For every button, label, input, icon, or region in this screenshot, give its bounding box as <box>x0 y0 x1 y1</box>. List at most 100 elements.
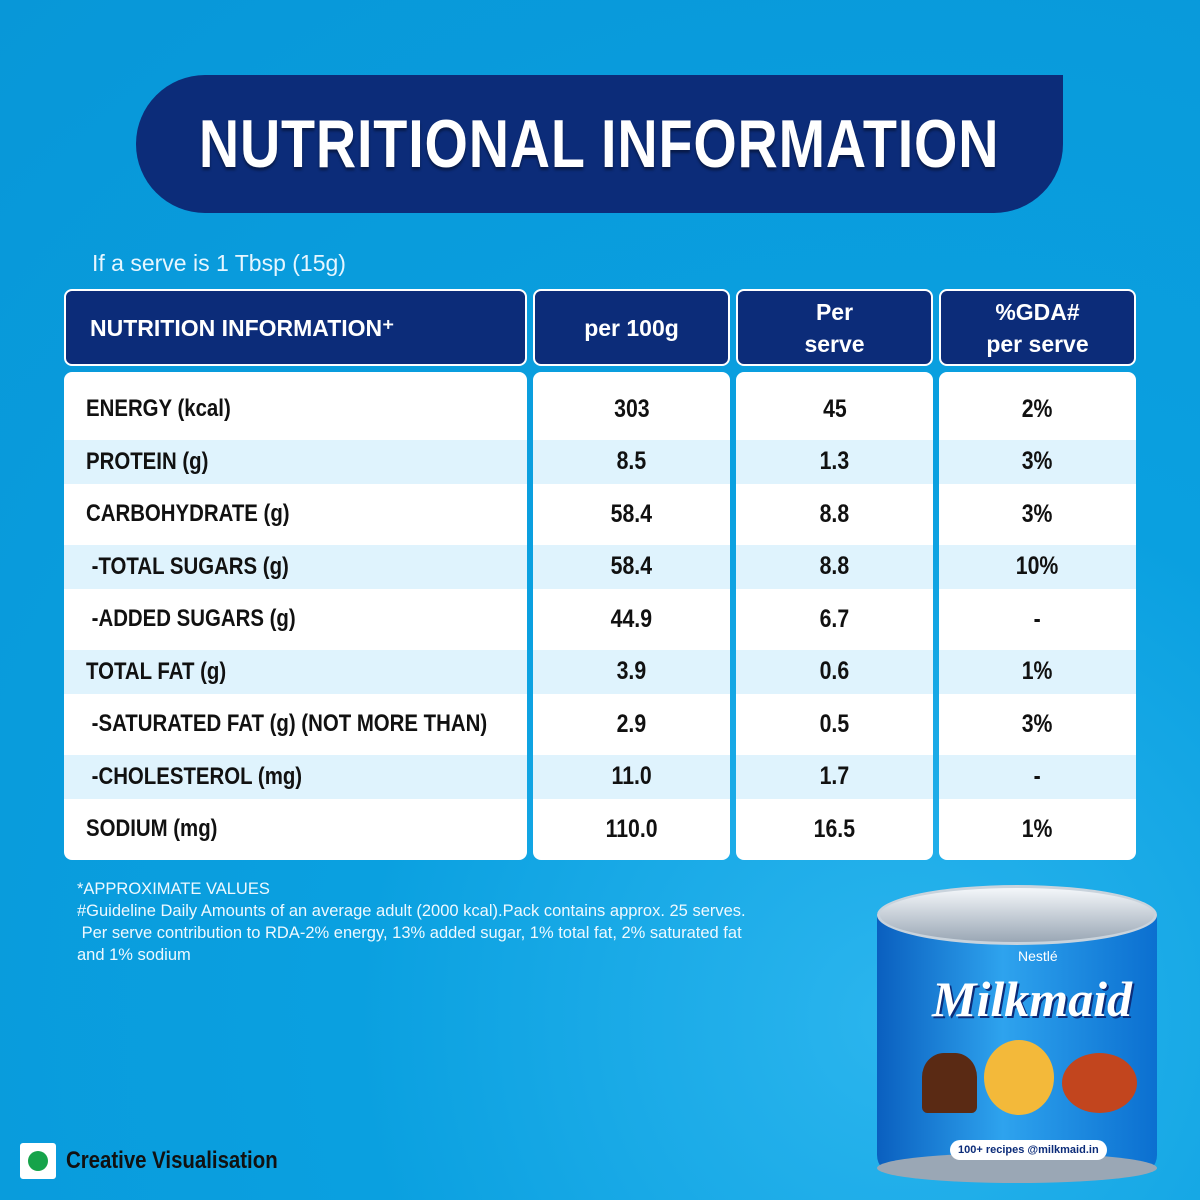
row-value: 3% <box>1022 709 1053 738</box>
row-value: - <box>1033 604 1042 633</box>
table-cell: 10% <box>939 544 1136 589</box>
row-value: 45 <box>822 394 847 423</box>
row-value: 44.9 <box>610 604 653 633</box>
brand-logo: Milkmaid <box>932 971 1133 1027</box>
footnote: and 1% sodium <box>77 946 191 964</box>
gulab-jamun-image <box>1062 1053 1137 1113</box>
row-value: 3.9 <box>616 657 647 685</box>
row-value: 8.8 <box>819 499 850 528</box>
table-cell: SODIUM (mg) <box>64 807 527 851</box>
table-cell: 44.9 <box>533 597 730 641</box>
table-cell: 3.9 <box>533 649 730 694</box>
table-cell: 58.4 <box>533 544 730 589</box>
row-label: PROTEIN (g) <box>86 447 209 475</box>
creative-visualisation-note: Creative Visualisation <box>20 1143 315 1179</box>
column-per-serve: 45 1.3 8.8 8.8 6.7 0.6 0.5 1.7 16.5 <box>736 372 933 860</box>
header-line: per serve <box>986 330 1089 357</box>
row-value: 2.9 <box>616 709 647 738</box>
row-value: 1.3 <box>819 447 850 475</box>
column-per-100g: 303 8.5 58.4 58.4 44.9 3.9 2.9 11.0 110.0 <box>533 372 730 860</box>
table-cell: 110.0 <box>533 807 730 851</box>
table-cell: 3% <box>939 439 1136 484</box>
table-cell: 2.9 <box>533 702 730 746</box>
footnote: *APPROXIMATE VALUES <box>77 880 270 898</box>
table-cell: 0.6 <box>736 649 933 694</box>
table-cell: 45 <box>736 387 933 431</box>
row-value: 3% <box>1022 499 1053 528</box>
column-gda: 2% 3% 3% 10% - 1% 3% - 1% <box>939 372 1136 860</box>
row-label: TOTAL FAT (g) <box>86 657 227 685</box>
row-label: -TOTAL SUGARS (g) <box>86 552 289 580</box>
row-value: 1% <box>1022 657 1053 685</box>
row-value: 110.0 <box>605 814 658 843</box>
table-cell: - <box>939 597 1136 641</box>
table-cell: 16.5 <box>736 807 933 851</box>
row-value: 8.8 <box>819 552 850 580</box>
table-cell: -ADDED SUGARS (g) <box>64 597 527 641</box>
table-cell: ENERGY (kcal) <box>64 387 527 431</box>
header-line: %GDA# <box>995 298 1080 325</box>
table-cell: -TOTAL SUGARS (g) <box>64 544 527 589</box>
table-cell: -SATURATED FAT (g) (NOT MORE THAN) <box>64 702 527 746</box>
table-cell: 1% <box>939 649 1136 694</box>
table-cell: 1.7 <box>736 754 933 799</box>
footnote: #Guideline Daily Amounts of an average a… <box>77 902 746 920</box>
table-cell: 58.4 <box>533 492 730 536</box>
row-label: SODIUM (mg) <box>86 815 218 842</box>
footnotes: *APPROXIMATE VALUES #Guideline Daily Amo… <box>77 878 867 966</box>
header-line: serve <box>804 330 865 357</box>
serve-note: If a serve is 1 Tbsp (15g) <box>92 250 346 276</box>
row-value: 0.6 <box>819 657 850 685</box>
row-value: 16.5 <box>813 814 856 843</box>
row-value: 8.5 <box>616 447 647 475</box>
row-label: ENERGY (kcal) <box>86 395 231 422</box>
row-value: 3% <box>1022 447 1053 475</box>
cupcake-image <box>922 1053 977 1113</box>
veg-mark-icon <box>20 1143 56 1179</box>
footnote: Per serve contribution to RDA-2% energy,… <box>77 924 742 942</box>
row-value: 10% <box>1016 552 1059 580</box>
table-cell: 1% <box>939 807 1136 851</box>
table-cell: 303 <box>533 387 730 431</box>
page-title: NUTRITIONAL INFORMATION <box>199 106 1000 182</box>
table-cell: 1.3 <box>736 439 933 484</box>
table-cell: 8.8 <box>736 492 933 536</box>
product-can-image: Nestlé Milkmaid 100+ recipes @milkmaid.i… <box>872 885 1162 1185</box>
row-value: 1% <box>1022 814 1053 843</box>
row-value: 6.7 <box>819 604 850 633</box>
table-cell: -CHOLESTEROL (mg) <box>64 754 527 799</box>
table-cell: - <box>939 754 1136 799</box>
table-cell: CARBOHYDRATE (g) <box>64 492 527 536</box>
row-label: CARBOHYDRATE (g) <box>86 500 290 527</box>
table-cell: 8.8 <box>736 544 933 589</box>
footer-label: Creative Visualisation <box>66 1147 278 1174</box>
row-label: -SATURATED FAT (g) (NOT MORE THAN) <box>86 710 488 737</box>
table-cell: 3% <box>939 702 1136 746</box>
table-cell: 6.7 <box>736 597 933 641</box>
table-cell: 0.5 <box>736 702 933 746</box>
header-per-serve: Per serve <box>736 289 933 366</box>
row-value: 1.7 <box>819 762 850 790</box>
table-cell: 11.0 <box>533 754 730 799</box>
row-label: -CHOLESTEROL (mg) <box>86 762 303 790</box>
title-banner: NUTRITIONAL INFORMATION <box>136 75 1063 213</box>
ice-cream-image <box>984 1040 1054 1115</box>
row-value: - <box>1033 762 1042 790</box>
recipes-label: 100+ recipes @milkmaid.in <box>950 1140 1107 1160</box>
header-gda: %GDA# per serve <box>939 289 1136 366</box>
row-value: 58.4 <box>610 499 653 528</box>
header-per-100g: per 100g <box>533 289 730 366</box>
row-value: 303 <box>613 394 650 423</box>
table-cell: TOTAL FAT (g) <box>64 649 527 694</box>
maker-logo: Nestlé <box>1018 948 1058 964</box>
row-value: 0.5 <box>819 709 850 738</box>
table-cell: 2% <box>939 387 1136 431</box>
header-nutrition-information: NUTRITION INFORMATION⁺ <box>64 289 527 366</box>
row-label: -ADDED SUGARS (g) <box>86 605 296 632</box>
can-lid <box>877 885 1157 945</box>
column-labels: ENERGY (kcal) PROTEIN (g) CARBOHYDRATE (g)… <box>64 372 527 860</box>
table-cell: PROTEIN (g) <box>64 439 527 484</box>
table-cell: 3% <box>939 492 1136 536</box>
row-value: 2% <box>1022 394 1053 423</box>
row-value: 58.4 <box>610 552 653 580</box>
